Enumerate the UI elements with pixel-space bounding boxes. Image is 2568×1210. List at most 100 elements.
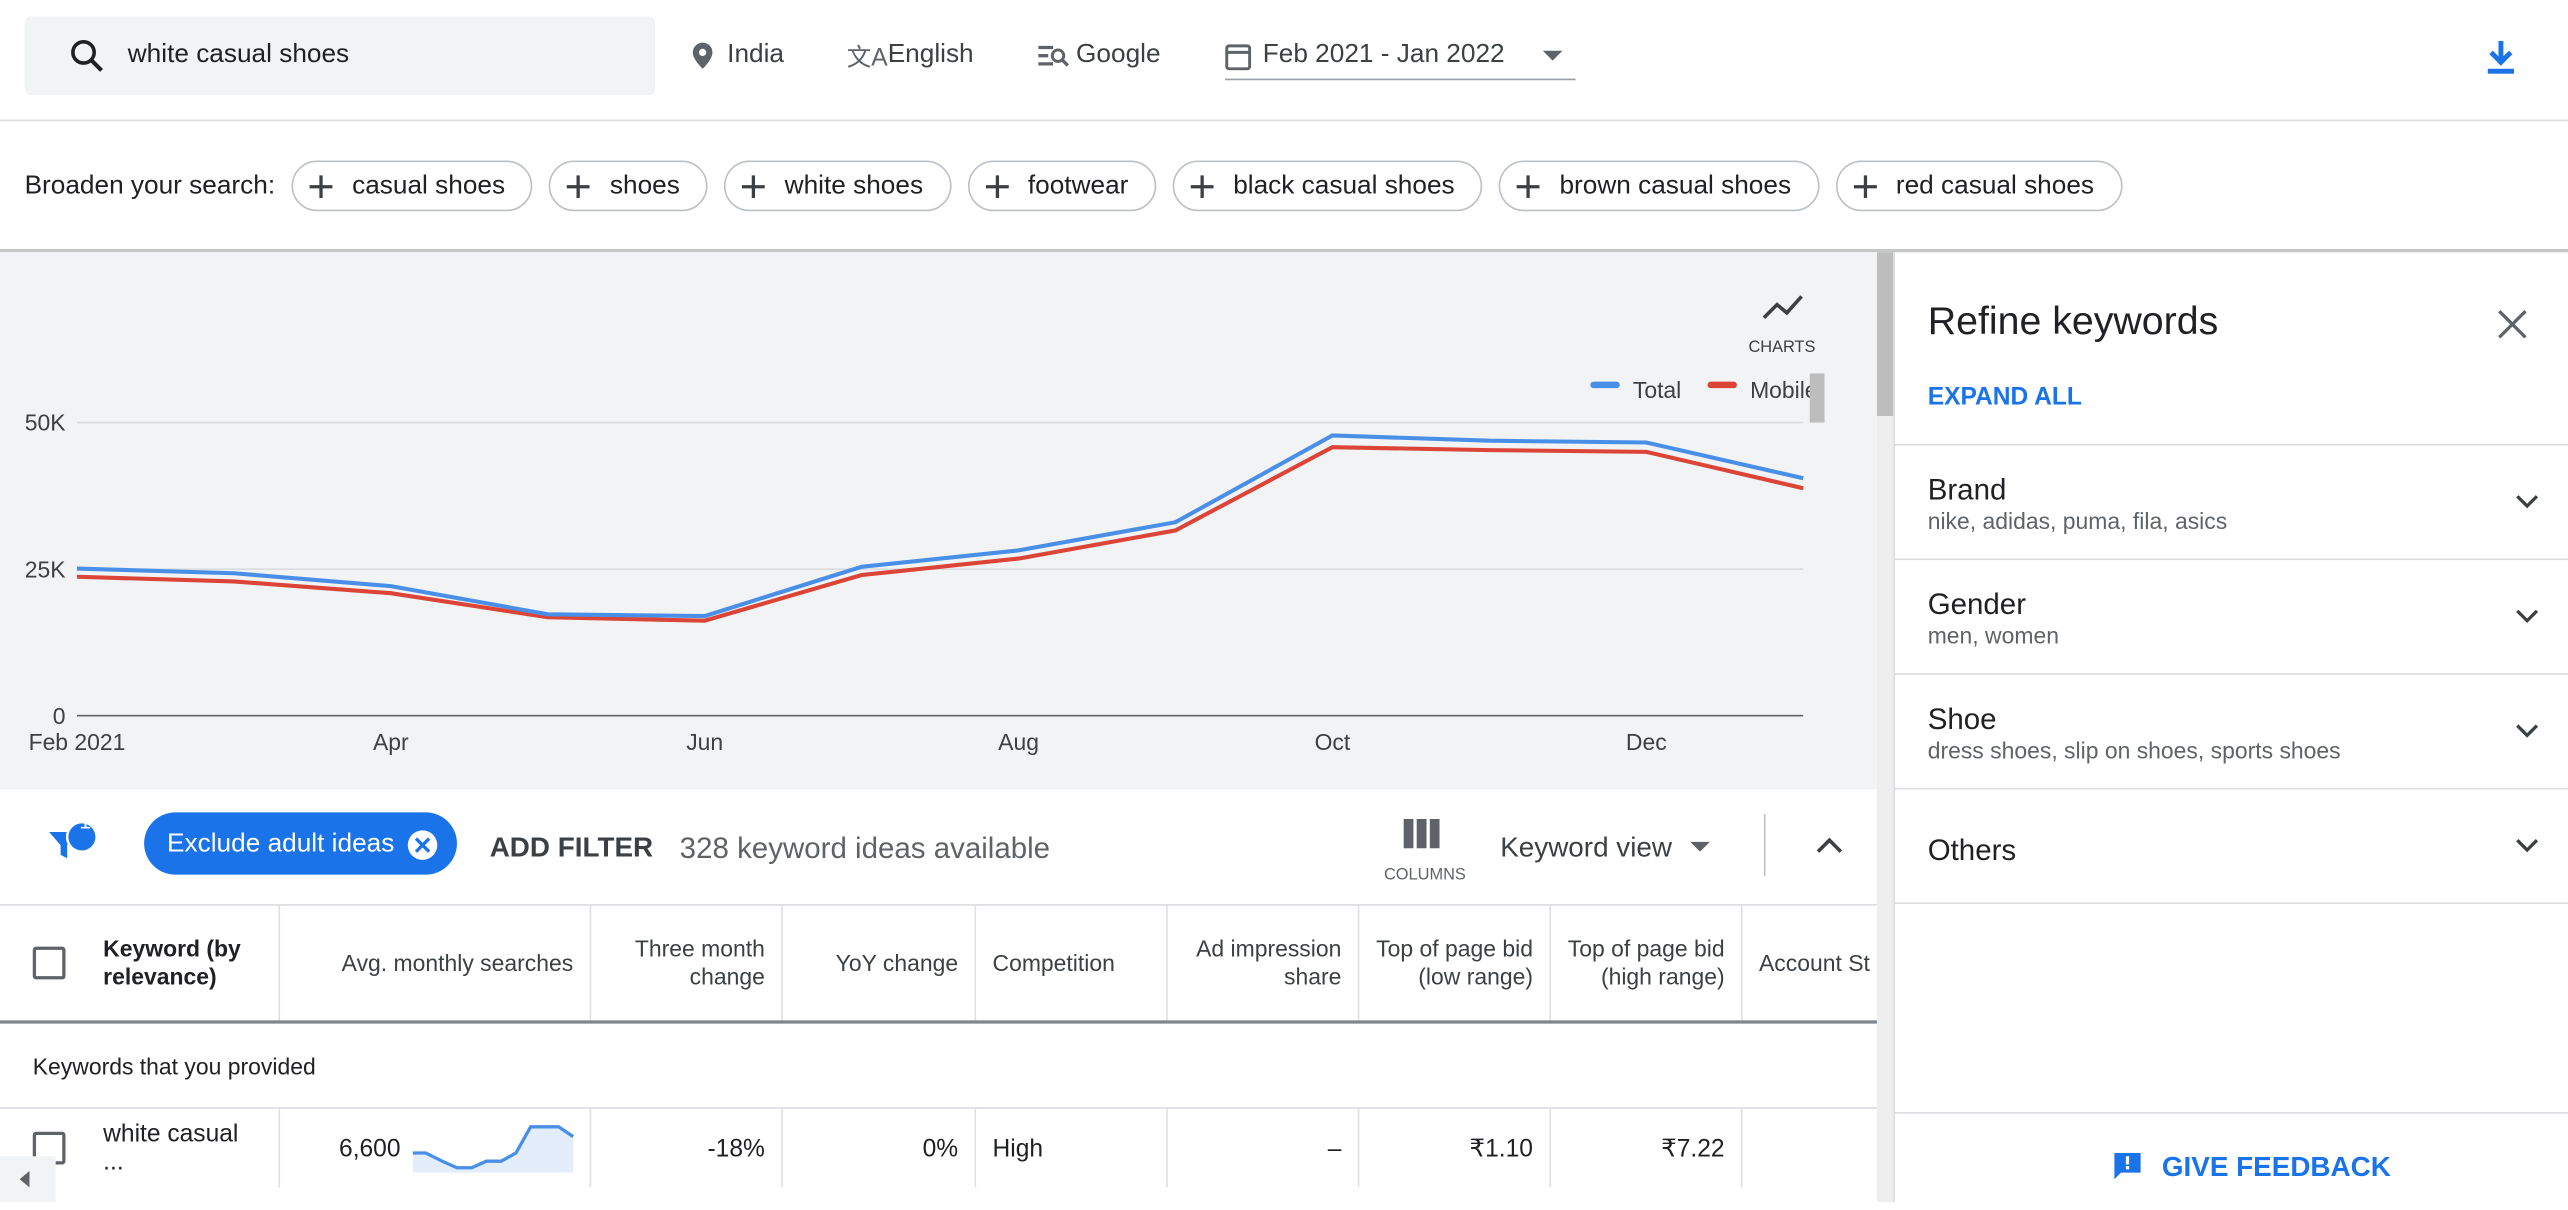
- search-box[interactable]: white casual shoes: [24, 16, 656, 95]
- plus-icon: [1516, 174, 1540, 198]
- expand-arrow[interactable]: [2516, 839, 2539, 854]
- group-detail: dress shoes, slip on shoes, sports shoes: [1927, 737, 2341, 764]
- chip-row: casual shoes shoes white shoes footwear blac…: [291, 160, 2139, 212]
- legend-scroll: [1809, 373, 1825, 423]
- x-tick-label: Feb 2021: [29, 729, 126, 755]
- column-header[interactable]: Top of page bid (low range): [1357, 905, 1550, 1021]
- plus-icon: [985, 174, 1009, 198]
- feedback-icon: [2114, 1153, 2141, 1180]
- suggestion-chip[interactable]: shoes: [549, 160, 708, 212]
- column-header[interactable]: Account St: [1740, 905, 1877, 1021]
- network-icon: [1038, 45, 1070, 67]
- chip-label: black casual shoes: [1233, 171, 1455, 199]
- x-tick-label: Jun: [686, 729, 723, 755]
- section-label: Keywords that you provided: [32, 1053, 316, 1080]
- close-button[interactable]: [2496, 308, 2529, 341]
- divider: [0, 904, 1877, 906]
- table-cell-border: [1740, 1108, 1877, 1188]
- expand-all[interactable]: EXPAND ALL: [1927, 383, 2082, 412]
- column-header[interactable]: Top of page bid (high range): [1549, 905, 1741, 1021]
- y-tick-label: 0: [53, 703, 66, 729]
- collapse-button[interactable]: [1816, 837, 1843, 853]
- view-select[interactable]: Keyword view: [1500, 832, 1672, 864]
- download-button[interactable]: [2485, 38, 2518, 77]
- broaden-label: Broaden your search:: [24, 171, 276, 200]
- expand-arrow[interactable]: [2516, 724, 2539, 739]
- suggestion-chip[interactable]: footwear: [967, 160, 1157, 212]
- column-header[interactable]: Three month change: [589, 905, 782, 1021]
- give-feedback[interactable]: GIVE FEEDBACK: [2161, 1151, 2391, 1183]
- group-name: Brand: [1927, 473, 2007, 507]
- column-header[interactable]: Avg. monthly searches: [278, 905, 589, 1021]
- plus-icon: [309, 174, 333, 198]
- chip-label: casual shoes: [352, 171, 506, 199]
- group-name: Shoe: [1927, 702, 1997, 736]
- refine-group[interactable]: Others: [1895, 789, 2568, 902]
- plus-icon: [742, 174, 766, 198]
- x-tick-label: Dec: [1626, 729, 1667, 755]
- plus-icon: [1190, 174, 1214, 198]
- location[interactable]: India: [727, 40, 785, 69]
- group-name: Others: [1927, 833, 2017, 867]
- location-icon: [692, 42, 713, 69]
- column-header[interactable]: YoY change: [781, 905, 974, 1021]
- translate-icon: 文A: [846, 44, 888, 73]
- table-cell: ₹1.10: [1357, 1108, 1550, 1188]
- date-range[interactable]: Feb 2021 - Jan 2022: [1262, 40, 1505, 69]
- suggestion-chip[interactable]: black casual shoes: [1172, 160, 1483, 212]
- chip-remove[interactable]: [406, 829, 439, 862]
- column-header[interactable]: Ad impression share: [1166, 905, 1358, 1021]
- y-tick-label: 50K: [25, 410, 66, 436]
- chip-label: footwear: [1027, 171, 1129, 199]
- expand-arrow[interactable]: [2516, 609, 2539, 624]
- table-cell: ₹7.22: [1549, 1108, 1741, 1188]
- divider: [0, 248, 2568, 253]
- filter-badge: 1: [79, 809, 92, 834]
- search-query: white casual shoes: [127, 40, 350, 69]
- plus-icon: [1853, 174, 1877, 198]
- chart-icon-label: CHARTS: [1748, 338, 1815, 356]
- divider: [1894, 787, 2568, 790]
- divider: [1894, 902, 2568, 905]
- divider: [1763, 813, 1766, 877]
- refine-group[interactable]: Shoe dress shoes, slip on shoes, sports s…: [1895, 675, 2568, 788]
- chip-label: shoes: [609, 171, 680, 199]
- series-line: [76, 445, 1804, 623]
- x-tick-label: Aug: [998, 729, 1039, 755]
- suggestion-chip[interactable]: casual shoes: [291, 160, 533, 212]
- calendar-icon: [1225, 44, 1252, 71]
- refine-group[interactable]: Brand nike, adidas, puma, fila, asics: [1895, 445, 2568, 558]
- suggestion-chip[interactable]: white shoes: [724, 160, 951, 212]
- columns-label[interactable]: COLUMNS: [1383, 866, 1466, 885]
- chart-icon[interactable]: [1762, 295, 1803, 320]
- keyword-count: 328 keyword ideas available: [679, 832, 1051, 865]
- date-underline: [1225, 78, 1576, 81]
- chip-label: white shoes: [784, 171, 924, 199]
- column-header[interactable]: Competition: [974, 905, 1166, 1021]
- expand-arrow[interactable]: [2516, 495, 2539, 510]
- legend-label: Mobile: [1750, 377, 1817, 403]
- legend-label: Total: [1633, 377, 1681, 403]
- suggestion-chip[interactable]: brown casual shoes: [1498, 160, 1819, 212]
- y-tick-label: 25K: [25, 556, 66, 582]
- filter-icon[interactable]: [46, 822, 105, 865]
- column-header[interactable]: Keyword (by relevance): [103, 935, 241, 990]
- language[interactable]: English: [887, 40, 974, 69]
- filter-chip[interactable]: Exclude adult ideas: [144, 812, 457, 875]
- refine-group[interactable]: Gender men, women: [1895, 560, 2568, 673]
- add-filter[interactable]: ADD FILTER: [489, 832, 654, 864]
- scroll-left[interactable]: [0, 1156, 56, 1203]
- dropdown-arrow: [1542, 50, 1563, 61]
- group-name: Gender: [1927, 587, 2027, 621]
- suggestion-chip[interactable]: red casual shoes: [1835, 160, 2122, 212]
- trend-chart: 0 25K 50K Feb 2021 Apr Jun Aug Oct Dec Total Mobil…: [25, 295, 1825, 755]
- table-cell: 6,600: [278, 1108, 589, 1188]
- columns-icon: [1403, 818, 1440, 849]
- chip-label: brown casual shoes: [1559, 171, 1792, 199]
- select-all-checkbox[interactable]: [32, 946, 66, 980]
- divider: [0, 1107, 1877, 1109]
- network[interactable]: Google: [1076, 40, 1161, 69]
- dropdown-arrow: [1690, 841, 1710, 852]
- chip-label: red casual shoes: [1895, 171, 2095, 199]
